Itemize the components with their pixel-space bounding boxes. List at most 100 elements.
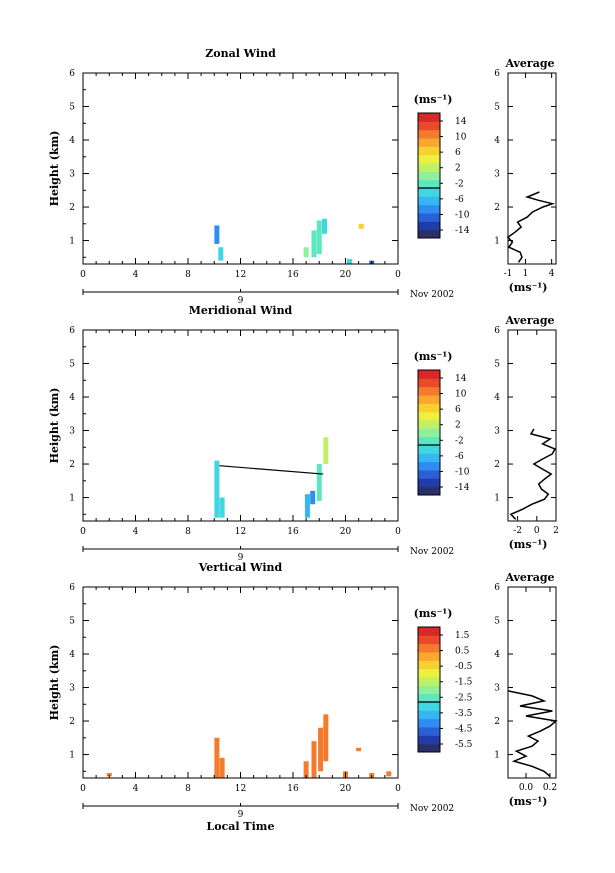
colorbar-swatch [418,635,440,645]
colorbar-label: -1.5 [455,678,473,688]
average-x-tick-label: 2 [553,526,559,536]
colorbar-label: 14 [455,117,467,127]
colorbar-label: 6 [455,405,461,415]
x-tick-label: 8 [185,527,191,537]
average-y-tick-label: 3 [494,684,500,694]
colorbar-swatch [418,677,440,686]
colorbar-swatch [418,685,440,695]
colorbar-swatch [418,702,440,711]
average-y-tick-label: 6 [494,583,500,593]
colorbar-frame [417,369,441,496]
y-tick-label: 2 [69,203,75,213]
data-cell [356,747,362,752]
average-y-tick-label: 1 [494,237,500,247]
panel-title: Meridional Wind [189,304,293,317]
data-cell [316,464,322,501]
colorbar-swatch [418,378,440,388]
colorbar-swatch [418,428,440,438]
average-y-tick-label: 1 [494,494,500,504]
average-frame [507,586,557,779]
average-x-tick-label: 0 [534,526,540,536]
colorbar-label: -0.5 [455,662,473,672]
average-y-tick-label: 4 [494,650,500,660]
data-cell [303,247,309,258]
y-tick-label: 1 [69,751,75,761]
average-frame [507,72,557,265]
average-profile-line [506,191,556,263]
y-axis-label: Height (km) [48,645,61,721]
colorbar-label: -10 [455,210,470,220]
colorbar-swatch [418,221,440,231]
colorbar-label: 10 [455,390,467,400]
y-tick-label: 4 [69,650,75,660]
data-cell [304,494,310,518]
colorbar-swatch [418,129,440,139]
average-x-axis-label: (ms⁻¹) [509,538,548,551]
x-tick-label: 0 [80,527,86,537]
average-y-tick-label: 3 [494,170,500,180]
x-tick-label: 16 [287,784,299,794]
date-label: 9 [238,553,244,563]
colorbar-swatch [418,121,440,131]
colorbar-swatch [418,668,440,678]
colorbar-swatch [418,411,440,421]
colorbar-swatch [418,138,440,147]
plot-frame [82,72,399,265]
x-tick-label: 12 [235,270,246,280]
colorbar-swatch [418,727,440,736]
colorbar-swatch [418,461,440,471]
colorbar-swatch [418,710,440,720]
y-tick-label: 5 [69,360,75,370]
data-cells [106,714,392,778]
average-title: Average [504,314,554,327]
colorbar-label: 2 [455,164,461,174]
colorbar-swatch [418,229,440,239]
data-cell [311,230,317,258]
colorbar-label: -2 [455,436,464,446]
x-tick-label: 12 [235,527,246,537]
colorbar-label: 0.5 [455,647,470,657]
x-tick-label: 0 [80,784,86,794]
colorbar-swatch [418,453,440,463]
y-axis-label: Height (km) [48,388,61,464]
data-cell [303,761,309,778]
colorbar-label: -4.5 [455,724,473,734]
colorbar-swatch [418,735,440,745]
data-cell [310,490,316,505]
x-tick-label: 8 [185,270,191,280]
y-tick-label: 4 [69,393,75,403]
data-cell [323,437,329,465]
y-tick-label: 2 [69,717,75,727]
average-y-tick-label: 3 [494,427,500,437]
data-cell [316,220,322,254]
x-tick-label: 0 [395,270,401,280]
data-cell [386,771,392,777]
x-tick-label: 0 [395,784,401,794]
average-x-tick-label: 1 [523,269,529,279]
colorbar-unit: (ms⁻¹) [414,350,453,363]
colorbar-swatch [418,478,440,488]
colorbar-label: 2 [455,421,461,431]
y-tick-label: 1 [69,494,75,504]
colorbar-label: -6 [455,195,464,205]
colorbar-swatch [418,113,440,122]
average-x-tick-label: 0.0 [519,783,534,793]
data-cell [214,737,220,778]
x-tick-label: 0 [395,527,401,537]
average-x-tick-label: 4 [549,269,555,279]
average-y-tick-label: 5 [494,360,500,370]
average-y-tick-label: 1 [494,751,500,761]
colorbar-swatch [418,693,440,703]
colorbar-label: -14 [455,483,470,493]
average-y-tick-label: 2 [494,717,500,727]
data-cell [318,727,324,772]
month-label: Nov 2002 [410,547,454,557]
plot-frame [82,329,399,522]
average-profile-line [507,690,558,777]
y-tick-label: 2 [69,460,75,470]
average-y-tick-label: 4 [494,136,500,146]
x-tick-label: 4 [133,527,139,537]
average-profile-line [509,428,557,520]
